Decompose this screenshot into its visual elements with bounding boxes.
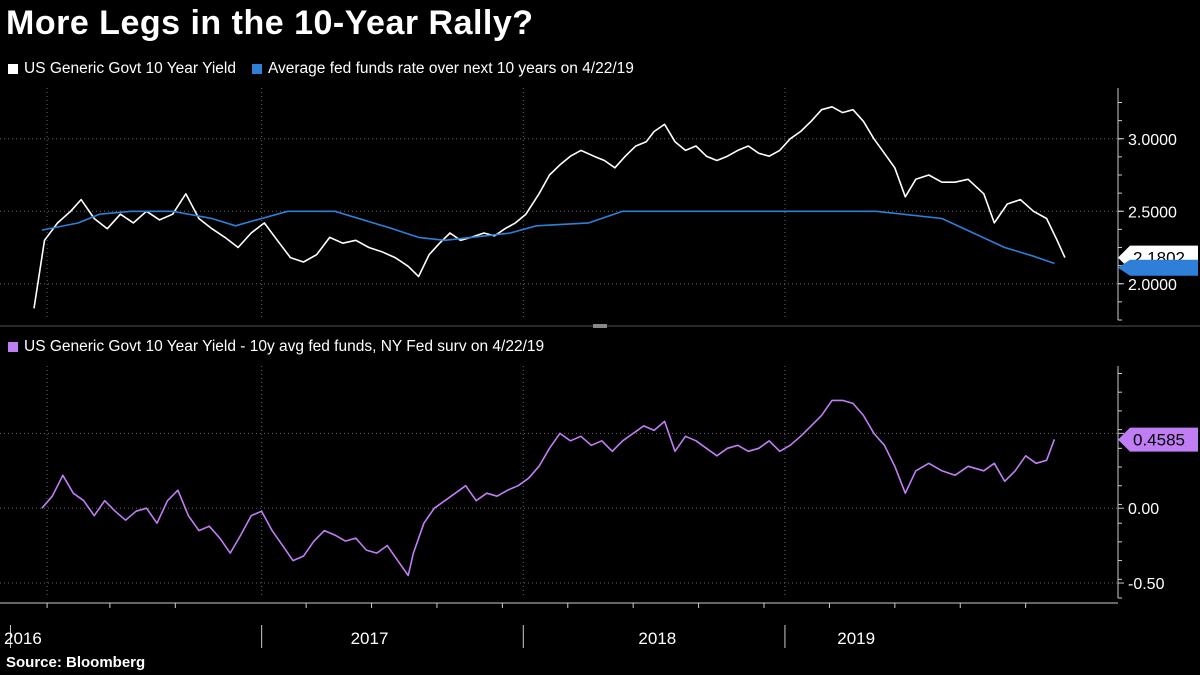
ytick-label-bottom-1: 0.00 (1128, 501, 1159, 518)
legend-label-fedfunds: Average fed funds rate over next 10 year… (267, 60, 634, 77)
top-legend: US Generic Govt 10 Year Yield Average fe… (8, 60, 650, 78)
series-line-bottom-0 (41, 399, 1056, 577)
last-value-label-bottom: 0.4585 (1133, 431, 1185, 450)
x-label-2016: 2016 (4, 629, 42, 648)
x-label-2017: 2017 (351, 629, 389, 648)
last-value-flag-bottom: 0.4585 (1118, 427, 1198, 452)
ytick-label-top-0: 2.0000 (1128, 277, 1177, 294)
series-line-top-1 (41, 210, 1055, 265)
ytick-label-top-1: 2.5000 (1128, 204, 1177, 221)
ytick-label-top-2: 3.0000 (1128, 132, 1177, 149)
chart-title: More Legs in the 10-Year Rally? (6, 4, 534, 42)
last-value-flag-shape-bottom (1118, 427, 1198, 452)
legend-item-fedfunds: Average fed funds rate over next 10 year… (251, 60, 634, 78)
fedfunds-flag-shape (1118, 259, 1198, 276)
legend-label-spread: US Generic Govt 10 Year Yield - 10y avg … (24, 338, 545, 355)
panel-resize-handle (593, 324, 607, 328)
legend-item-yield: US Generic Govt 10 Year Yield (8, 60, 236, 78)
legend-item-spread: US Generic Govt 10 Year Yield - 10y avg … (8, 338, 544, 356)
bottom-legend: US Generic Govt 10 Year Yield - 10y avg … (8, 338, 560, 356)
legend-swatch-fedfunds (251, 64, 262, 74)
x-label-2018: 2018 (638, 629, 676, 648)
source-note: Source: Bloomberg (6, 654, 146, 671)
legend-swatch-spread (8, 342, 18, 352)
legend-label-yield: US Generic Govt 10 Year Yield (24, 60, 236, 77)
ytick-label-bottom-0: -0.50 (1128, 576, 1165, 593)
legend-swatch-yield (8, 64, 18, 74)
series-line-top-0 (33, 106, 1066, 309)
x-label-2019: 2019 (837, 629, 875, 648)
